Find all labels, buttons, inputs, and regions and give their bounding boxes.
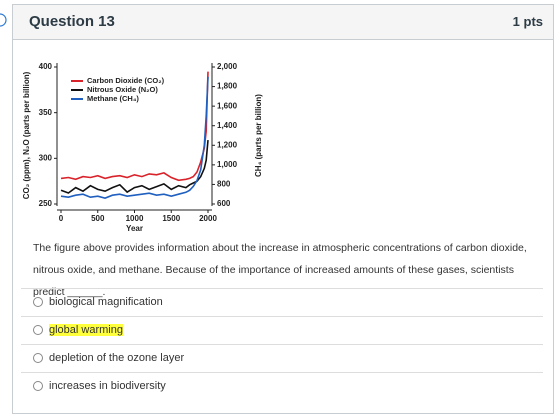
question-text: The figure above provides information ab… (33, 242, 527, 298)
legend-label: Methane (CH₄) (87, 94, 139, 103)
legend-label: Nitrous Oxide (N₂O) (87, 85, 158, 94)
y-tick-label: 350 (39, 108, 53, 117)
x-tick-label: 0 (59, 214, 64, 223)
y2-tick-label: 1,200 (217, 140, 238, 149)
series-line (60, 140, 209, 194)
y2-tick-label: 1,400 (217, 121, 238, 130)
y2-tick-label: 800 (217, 180, 231, 189)
y-tick-label: 400 (39, 62, 53, 71)
option-label[interactable]: increases in biodiversity (49, 380, 166, 392)
y2-tick-label: 2,000 (217, 62, 238, 71)
answer-option[interactable]: increases in biodiversity (21, 372, 543, 401)
answer-option[interactable]: depletion of the ozone layer (21, 344, 543, 373)
series-line (60, 76, 209, 199)
option-label[interactable]: biological magnification (49, 296, 163, 308)
x-tick-label: 500 (91, 214, 105, 223)
y2-axis-title: CH₄ (parts per billion) (254, 94, 263, 177)
question-card: Question 13 1 pts 250 300 350 400 600 800 1,00… (12, 4, 554, 414)
radio-button[interactable] (33, 353, 43, 363)
option-label[interactable]: global warming (49, 324, 123, 336)
x-tick-label: 1000 (126, 214, 144, 223)
x-tick-label: 1500 (162, 214, 180, 223)
legend-label: Carbon Dioxide (CO₂) (87, 76, 165, 85)
y-tick-label: 250 (39, 199, 53, 208)
answer-option[interactable]: biological magnification (21, 288, 543, 317)
y-axis-title: CO₂ (ppm), N₂O (parts per billion) (22, 71, 31, 199)
x-tick-label: 2000 (199, 214, 217, 223)
y2-tick-label: 1,600 (217, 101, 238, 110)
radio-button[interactable] (33, 325, 43, 335)
question-title: Question 13 (29, 13, 115, 30)
series-line (60, 71, 209, 182)
x-axis-title: Year (126, 224, 143, 233)
question-points: 1 pts (512, 14, 543, 29)
y2-tick-label: 600 (217, 199, 231, 208)
radio-button[interactable] (33, 297, 43, 307)
option-label[interactable]: depletion of the ozone layer (49, 352, 185, 364)
answer-option[interactable]: global warming (21, 316, 543, 345)
y2-tick-label: 1,000 (217, 160, 238, 169)
y2-tick-label: 1,800 (217, 82, 238, 91)
y-tick-label: 300 (39, 153, 53, 162)
chart: 250 300 350 400 600 800 1,000 1,200 1,400 1,600 1,… (22, 62, 263, 233)
nav-marker (0, 13, 7, 27)
radio-button[interactable] (33, 381, 43, 391)
question-header: Question 13 1 pts (13, 5, 553, 40)
